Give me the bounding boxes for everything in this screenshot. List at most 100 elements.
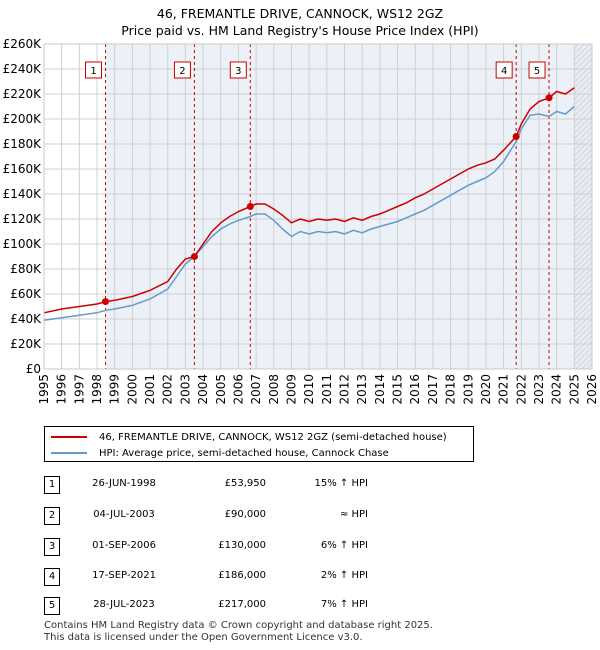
forecast-hatch xyxy=(574,44,592,369)
marker-number-label: 1 xyxy=(90,66,96,77)
transaction-number: 5 xyxy=(44,597,60,615)
x-tick-label: 2010 xyxy=(302,374,316,405)
transaction-number: 1 xyxy=(44,476,60,494)
transaction-number: 4 xyxy=(44,568,60,586)
footer-line-copyright: Contains HM Land Registry data © Crown c… xyxy=(44,620,433,631)
legend-label-property: 46, FREMANTLE DRIVE, CANNOCK, WS12 2GZ (… xyxy=(99,431,447,443)
x-tick-label: 2025 xyxy=(567,374,581,405)
transaction-row: 2 04-JUL-2003 £90,000 ≈ HPI xyxy=(44,507,404,527)
y-tick-label: £160K xyxy=(3,162,43,176)
marker-number-box xyxy=(495,61,513,79)
y-tick-label: £80K xyxy=(10,262,42,276)
transaction-date: 17-SEP-2021 xyxy=(92,570,156,581)
x-tick-label: 2023 xyxy=(532,374,546,405)
hpi-line xyxy=(43,105,575,322)
x-tick-label: 2009 xyxy=(284,374,298,405)
marker-number-box xyxy=(229,61,247,79)
y-tick-label: £240K xyxy=(3,62,43,76)
transaction-hpi: 6% ↑ HPI xyxy=(320,540,368,551)
transaction-price: £130,000 xyxy=(218,540,266,551)
x-tick-label: 1999 xyxy=(108,374,122,405)
x-tick-label: 2020 xyxy=(479,374,493,405)
y-tick-label: £100K xyxy=(3,237,43,251)
sale-point xyxy=(190,253,198,260)
transaction-number: 3 xyxy=(44,538,60,556)
x-tick-label: 2006 xyxy=(231,374,245,405)
x-tick-label: 2014 xyxy=(373,374,387,405)
y-tick-label: £40K xyxy=(10,312,42,326)
legend-swatch-hpi xyxy=(51,452,87,454)
marker-number-box xyxy=(85,61,103,79)
y-tick-label: £60K xyxy=(10,287,42,301)
transaction-price: £90,000 xyxy=(224,509,266,520)
price-chart: £0 £20K £40K £60K £80K £100K £120K £140K £160K £1… xyxy=(3,37,599,405)
x-tick-label: 2004 xyxy=(196,374,210,405)
y-tick-label: £0 xyxy=(26,362,41,376)
x-tick-label: 2002 xyxy=(161,374,175,405)
sale-point xyxy=(102,298,110,306)
x-tick-label: 2011 xyxy=(320,374,334,405)
marker-number-box xyxy=(173,61,191,79)
x-tick-label: 2013 xyxy=(355,374,369,405)
ownership-shade xyxy=(549,44,575,369)
x-tick-label: 2007 xyxy=(249,374,263,405)
transaction-price: £186,000 xyxy=(218,570,266,581)
x-tick-label: 2024 xyxy=(550,374,564,405)
x-tick-label: 2026 xyxy=(585,374,599,405)
sale-point xyxy=(512,133,520,140)
x-tick-label: 1995 xyxy=(37,374,51,405)
transaction-date: 04-JUL-2003 xyxy=(93,509,155,520)
legend-swatch-property xyxy=(51,436,87,438)
transaction-hpi: 15% ↑ HPI xyxy=(314,478,368,489)
marker-number-box xyxy=(528,61,546,79)
y-tick-label: £260K xyxy=(3,37,43,51)
marker-number-label: 4 xyxy=(501,66,507,77)
plot-frame xyxy=(43,43,593,370)
y-tick-label: £20K xyxy=(10,337,42,351)
transaction-hpi: 2% ↑ HPI xyxy=(320,570,368,581)
property-price-line xyxy=(43,87,575,314)
transaction-price: £217,000 xyxy=(218,599,266,610)
marker-number-label: 3 xyxy=(235,66,241,77)
x-tick-label: 1998 xyxy=(90,374,104,405)
transaction-hpi: ≈ HPI xyxy=(339,509,368,520)
transaction-row: 1 26-JUN-1998 £53,950 15% ↑ HPI xyxy=(44,476,404,496)
transaction-number: 2 xyxy=(44,507,60,525)
marker-number-label: 5 xyxy=(534,66,540,77)
x-tick-label: 2005 xyxy=(214,374,228,405)
transaction-row: 5 28-JUL-2023 £217,000 7% ↑ HPI xyxy=(44,597,404,617)
legend-item-property: 46, FREMANTLE DRIVE, CANNOCK, WS12 2GZ (… xyxy=(51,429,447,445)
y-tick-label: £220K xyxy=(3,87,43,101)
x-tick-label: 2018 xyxy=(444,374,458,405)
ownership-shade xyxy=(194,44,251,369)
x-tick-label: 1996 xyxy=(55,374,69,405)
y-tick-label: £140K xyxy=(3,187,43,201)
x-tick-label: 2021 xyxy=(497,374,511,405)
y-tick-label: £120K xyxy=(3,212,43,226)
transaction-hpi: 7% ↑ HPI xyxy=(320,599,368,610)
chart-subtitle: Price paid vs. HM Land Registry's House … xyxy=(121,23,479,38)
chart-legend: 46, FREMANTLE DRIVE, CANNOCK, WS12 2GZ (… xyxy=(44,426,474,462)
x-tick-label: 2022 xyxy=(514,374,528,405)
x-tick-label: 2012 xyxy=(338,374,352,405)
marker-number-label: 2 xyxy=(179,66,185,77)
ownership-shade xyxy=(250,44,517,369)
y-tick-label: £200K xyxy=(3,112,43,126)
x-tick-label: 2017 xyxy=(426,374,440,405)
legend-label-hpi: HPI: Average price, semi-detached house,… xyxy=(99,447,389,459)
x-tick-label: 2000 xyxy=(125,374,139,405)
legend-item-hpi: HPI: Average price, semi-detached house,… xyxy=(51,445,389,461)
x-tick-label: 2008 xyxy=(267,374,281,405)
x-tick-label: 1997 xyxy=(72,374,86,405)
x-tick-label: 2015 xyxy=(391,374,405,405)
transaction-date: 28-JUL-2023 xyxy=(93,599,155,610)
x-tick-label: 2016 xyxy=(408,374,422,405)
transaction-row: 4 17-SEP-2021 £186,000 2% ↑ HPI xyxy=(44,568,404,588)
transaction-date: 01-SEP-2006 xyxy=(92,540,156,551)
sale-point xyxy=(246,203,254,210)
x-tick-label: 2003 xyxy=(178,374,192,405)
x-tick-label: 2019 xyxy=(461,374,475,405)
transaction-row: 3 01-SEP-2006 £130,000 6% ↑ HPI xyxy=(44,538,404,558)
y-tick-label: £180K xyxy=(3,137,43,151)
x-tick-label: 2001 xyxy=(143,374,157,405)
